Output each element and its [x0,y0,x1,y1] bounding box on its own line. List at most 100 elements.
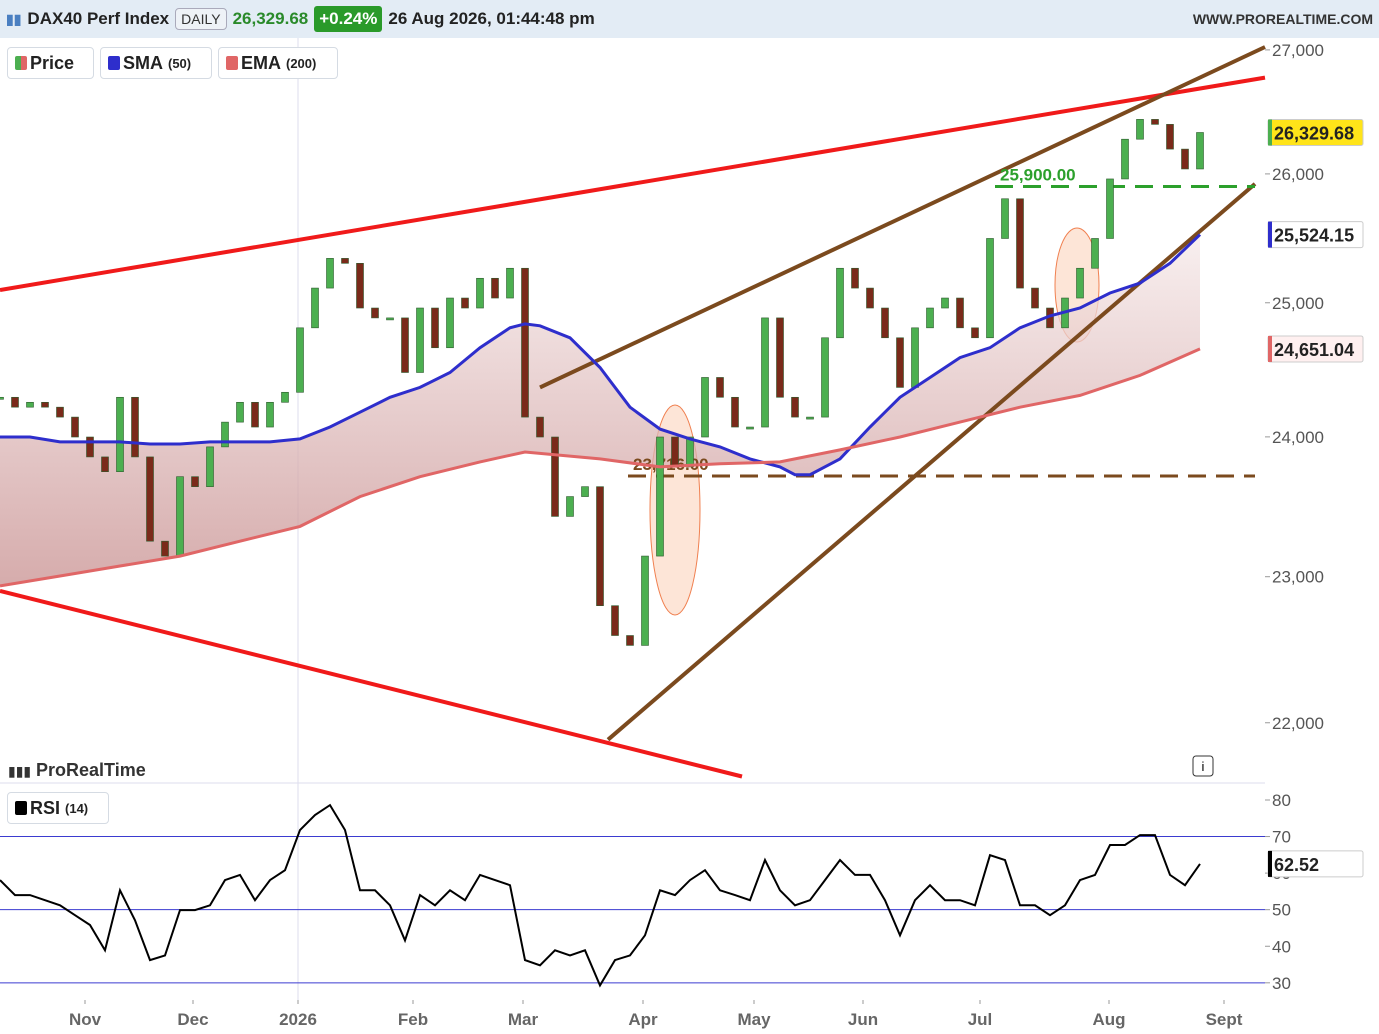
candle [116,396,124,472]
candle [536,416,544,438]
candle [971,327,979,339]
header: ▮▮ DAX40 Perf Index DAILY 26,329.68 +0.2… [0,0,1379,38]
legend-rsi[interactable]: RSI (14) [7,792,109,824]
trendline [0,588,743,779]
candle [71,416,79,438]
candle [326,258,334,289]
candle [491,277,499,299]
legend-label: RSI [30,797,61,818]
candle [686,436,694,468]
candle [86,436,94,458]
y-tick-label: 70 [1272,828,1291,847]
candle [416,307,424,373]
last-value-marker [1268,221,1272,248]
y-tick-label: 22,000 [1272,714,1324,733]
title: DAX40 Perf Index [27,9,170,28]
candle [356,263,364,309]
trendline [539,45,1266,390]
candle [236,401,244,423]
x-tick-label: Aug [1092,1010,1125,1029]
candle [161,540,169,557]
candle [56,406,64,418]
price: 26,329.68 [232,9,309,28]
candle [296,327,304,393]
candle [986,238,994,339]
series-line [0,803,1201,988]
last-value-label: 24,651.04 [1274,340,1354,360]
candle [431,307,439,349]
candle [506,267,514,299]
candle [386,317,394,321]
candle [731,396,739,428]
candle [311,287,319,329]
trendline [606,182,1257,742]
last-value-label: 26,329.68 [1274,124,1354,144]
candle [176,476,184,557]
candle [791,396,799,418]
candle [596,486,604,606]
candle [1031,287,1039,309]
level-label: 25,900.00 [1000,166,1076,185]
candle [746,426,754,430]
candle [1016,198,1024,289]
candle [761,317,769,428]
candle [656,436,664,557]
candle [146,456,154,542]
x-tick-label: Jul [968,1010,993,1029]
last-value-marker [1268,850,1272,877]
candle [1001,198,1009,239]
y-tick-label: 30 [1272,974,1291,993]
change: +0.24% [314,6,383,32]
candle [641,555,649,646]
candle [1106,178,1114,239]
candle [1196,132,1204,170]
candle [41,401,49,408]
candle [251,401,259,428]
candle [866,287,874,309]
candle [131,396,139,458]
x-tick-label: Jun [848,1010,878,1029]
candle [911,327,919,388]
candle [1121,138,1129,180]
brand-icon: ▮▮▮ [8,763,31,779]
candle [581,486,589,497]
x-tick-label: Sept [1206,1010,1243,1029]
y-tick-label: 24,000 [1272,428,1324,447]
info-icon: i [1202,759,1205,774]
series-line [0,347,1201,588]
candle [626,635,634,646]
candle [1166,124,1174,150]
candle [1181,148,1189,170]
legend-period: (50) [168,55,192,71]
x-tick-label: Mar [508,1010,539,1029]
candle [1136,119,1144,140]
y-tick-label: 27,000 [1272,41,1324,60]
band-area [0,234,1200,586]
candle [281,391,289,403]
candle [896,337,904,388]
last-value-label: 62.52 [1274,855,1319,875]
candle [401,317,409,373]
legend-ema[interactable]: EMA (200) [218,47,338,79]
candle [101,456,109,472]
candle [341,258,349,264]
series-line [0,233,1202,477]
legend-label: EMA [241,52,281,73]
legend-price[interactable]: Price [7,47,94,79]
candle [821,337,829,418]
x-tick-label: Apr [628,1010,658,1029]
candle [221,421,229,448]
info-button[interactable] [1192,755,1214,777]
legend-sma[interactable]: SMA (50) [100,47,212,79]
last-value-marker [1268,119,1272,146]
candle [671,436,679,468]
candle [191,476,199,487]
candle [926,307,934,329]
candle [476,277,484,309]
candle [776,317,784,398]
candle [701,377,709,438]
candle [446,297,454,349]
interval[interactable]: DAILY [175,8,227,30]
candle [461,297,469,309]
candle [956,297,964,329]
